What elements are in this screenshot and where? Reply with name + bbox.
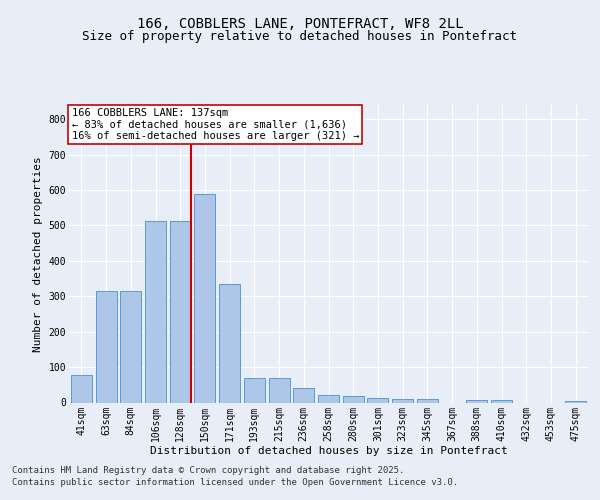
Text: 166, COBBLERS LANE, PONTEFRACT, WF8 2LL: 166, COBBLERS LANE, PONTEFRACT, WF8 2LL — [137, 18, 463, 32]
Text: Contains public sector information licensed under the Open Government Licence v3: Contains public sector information licen… — [12, 478, 458, 487]
Bar — [565, 400, 586, 402]
Text: Size of property relative to detached houses in Pontefract: Size of property relative to detached ho… — [83, 30, 517, 43]
Text: 166 COBBLERS LANE: 137sqm
← 83% of detached houses are smaller (1,636)
16% of se: 166 COBBLERS LANE: 137sqm ← 83% of detac… — [71, 108, 359, 141]
Bar — [194, 194, 215, 402]
Bar — [392, 399, 413, 402]
Y-axis label: Number of detached properties: Number of detached properties — [33, 156, 43, 352]
X-axis label: Distribution of detached houses by size in Pontefract: Distribution of detached houses by size … — [149, 446, 508, 456]
Bar — [95, 291, 116, 403]
Text: Contains HM Land Registry data © Crown copyright and database right 2025.: Contains HM Land Registry data © Crown c… — [12, 466, 404, 475]
Bar — [318, 396, 339, 402]
Bar — [343, 396, 364, 402]
Bar — [219, 284, 240, 403]
Bar — [293, 388, 314, 402]
Bar — [491, 400, 512, 402]
Bar — [417, 399, 438, 402]
Bar — [170, 221, 191, 402]
Bar — [269, 378, 290, 402]
Bar — [145, 221, 166, 402]
Bar — [71, 375, 92, 402]
Bar — [466, 400, 487, 402]
Bar — [367, 398, 388, 402]
Bar — [244, 378, 265, 402]
Bar — [120, 290, 141, 403]
